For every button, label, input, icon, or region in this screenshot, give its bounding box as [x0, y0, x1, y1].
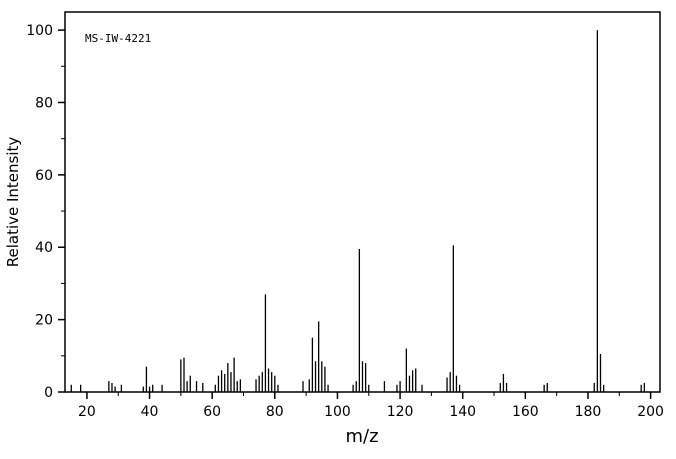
- x-tick-label: 80: [266, 404, 284, 420]
- plot-frame: [64, 11, 661, 393]
- axis-ticks: [58, 29, 652, 399]
- x-tick-label: 40: [141, 404, 159, 420]
- x-tick-label: 100: [324, 404, 351, 420]
- x-tick-label: 60: [203, 404, 221, 420]
- x-tick-label: 140: [449, 404, 476, 420]
- y-axis-title: Relative Intensity: [4, 137, 22, 268]
- axis-tick-labels: 20 40 60 80 100 120 140 160 180 200 0 20 40 60 80 100: [26, 23, 664, 420]
- y-tick-label: 100: [26, 23, 53, 39]
- spectrum-peaks: [70, 30, 645, 392]
- x-tick-label: 180: [575, 404, 602, 420]
- y-tick-label: 20: [35, 313, 53, 329]
- spectrum-id-label: MS-IW-4221: [85, 32, 151, 45]
- y-tick-label: 80: [35, 95, 53, 111]
- x-tick-label: 120: [387, 404, 414, 420]
- x-tick-label: 200: [637, 404, 664, 420]
- x-axis-title: m/z: [345, 426, 378, 447]
- y-tick-label: 40: [35, 240, 53, 256]
- x-tick-label: 160: [512, 404, 539, 420]
- y-tick-label: 0: [44, 385, 53, 401]
- y-tick-label: 60: [35, 168, 53, 184]
- x-tick-label: 20: [78, 404, 96, 420]
